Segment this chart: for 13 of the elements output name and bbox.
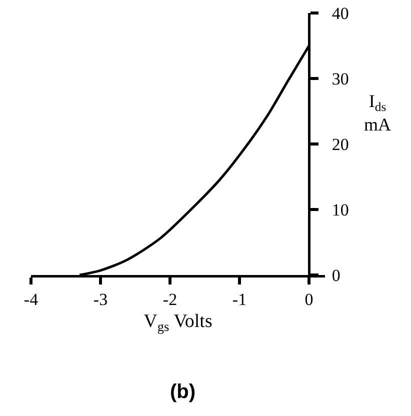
text: (b)	[170, 381, 196, 403]
y-tick-label: 20	[332, 134, 349, 154]
y-axis-title: I$_{ds}$ mA	[364, 91, 391, 134]
x-axis-title: V$_{gs}$ Volts	[144, 310, 212, 334]
x-tick-label: -4	[24, 290, 39, 309]
x-tick-label: -3	[93, 290, 108, 309]
x-tick-label: 0	[304, 290, 314, 309]
x-tick-label: -1	[232, 290, 247, 309]
y-tick-label: 40	[332, 4, 349, 23]
y-tick-label: 10	[332, 200, 349, 220]
x-tick-label: -2	[162, 290, 178, 309]
y-tick-label: 0	[332, 266, 340, 285]
y-tick-label: 30	[332, 69, 349, 88]
